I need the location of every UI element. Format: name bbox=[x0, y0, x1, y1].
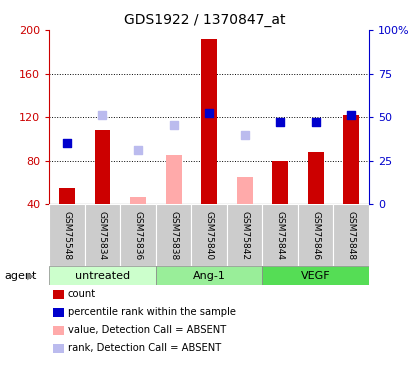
Bar bbox=[85, 204, 120, 266]
Bar bbox=[333, 204, 368, 266]
Bar bbox=[200, 39, 217, 204]
Text: GSM75840: GSM75840 bbox=[204, 211, 213, 260]
Point bbox=[63, 140, 70, 146]
Text: value, Detection Call = ABSENT: value, Detection Call = ABSENT bbox=[67, 326, 225, 335]
Text: GDS1922 / 1370847_at: GDS1922 / 1370847_at bbox=[124, 13, 285, 27]
Point bbox=[99, 112, 106, 118]
Bar bbox=[120, 204, 155, 266]
Bar bbox=[155, 204, 191, 266]
Bar bbox=[94, 130, 110, 204]
Bar bbox=[155, 266, 262, 285]
Bar bbox=[297, 204, 333, 266]
Bar bbox=[262, 266, 368, 285]
Bar bbox=[307, 152, 323, 204]
Text: GSM75548: GSM75548 bbox=[62, 211, 71, 260]
Text: GSM75836: GSM75836 bbox=[133, 211, 142, 260]
Bar bbox=[165, 155, 181, 204]
Point bbox=[312, 118, 318, 124]
Bar bbox=[236, 177, 252, 204]
Point bbox=[347, 112, 354, 118]
Bar bbox=[59, 188, 75, 204]
Text: GSM75848: GSM75848 bbox=[346, 211, 355, 260]
Text: agent: agent bbox=[4, 271, 36, 280]
Bar bbox=[49, 266, 155, 285]
Text: VEGF: VEGF bbox=[300, 271, 330, 280]
Text: GSM75846: GSM75846 bbox=[310, 211, 319, 260]
Point bbox=[205, 110, 212, 116]
Text: GSM75838: GSM75838 bbox=[169, 211, 178, 260]
Text: rank, Detection Call = ABSENT: rank, Detection Call = ABSENT bbox=[67, 344, 220, 353]
Text: untreated: untreated bbox=[75, 271, 130, 280]
Bar bbox=[226, 204, 262, 266]
Point bbox=[241, 132, 247, 138]
Text: GSM75834: GSM75834 bbox=[98, 211, 107, 260]
Text: GSM75844: GSM75844 bbox=[275, 211, 284, 260]
Text: ▶: ▶ bbox=[27, 271, 34, 280]
Bar bbox=[49, 204, 85, 266]
Bar bbox=[191, 204, 226, 266]
Bar bbox=[342, 115, 358, 204]
Point bbox=[170, 122, 176, 128]
Text: percentile rank within the sample: percentile rank within the sample bbox=[67, 308, 235, 317]
Text: Ang-1: Ang-1 bbox=[192, 271, 225, 280]
Bar bbox=[130, 197, 146, 204]
Bar bbox=[272, 161, 288, 204]
Text: GSM75842: GSM75842 bbox=[240, 211, 249, 260]
Bar bbox=[262, 204, 297, 266]
Point bbox=[276, 118, 283, 124]
Point bbox=[135, 147, 141, 153]
Text: count: count bbox=[67, 290, 96, 299]
